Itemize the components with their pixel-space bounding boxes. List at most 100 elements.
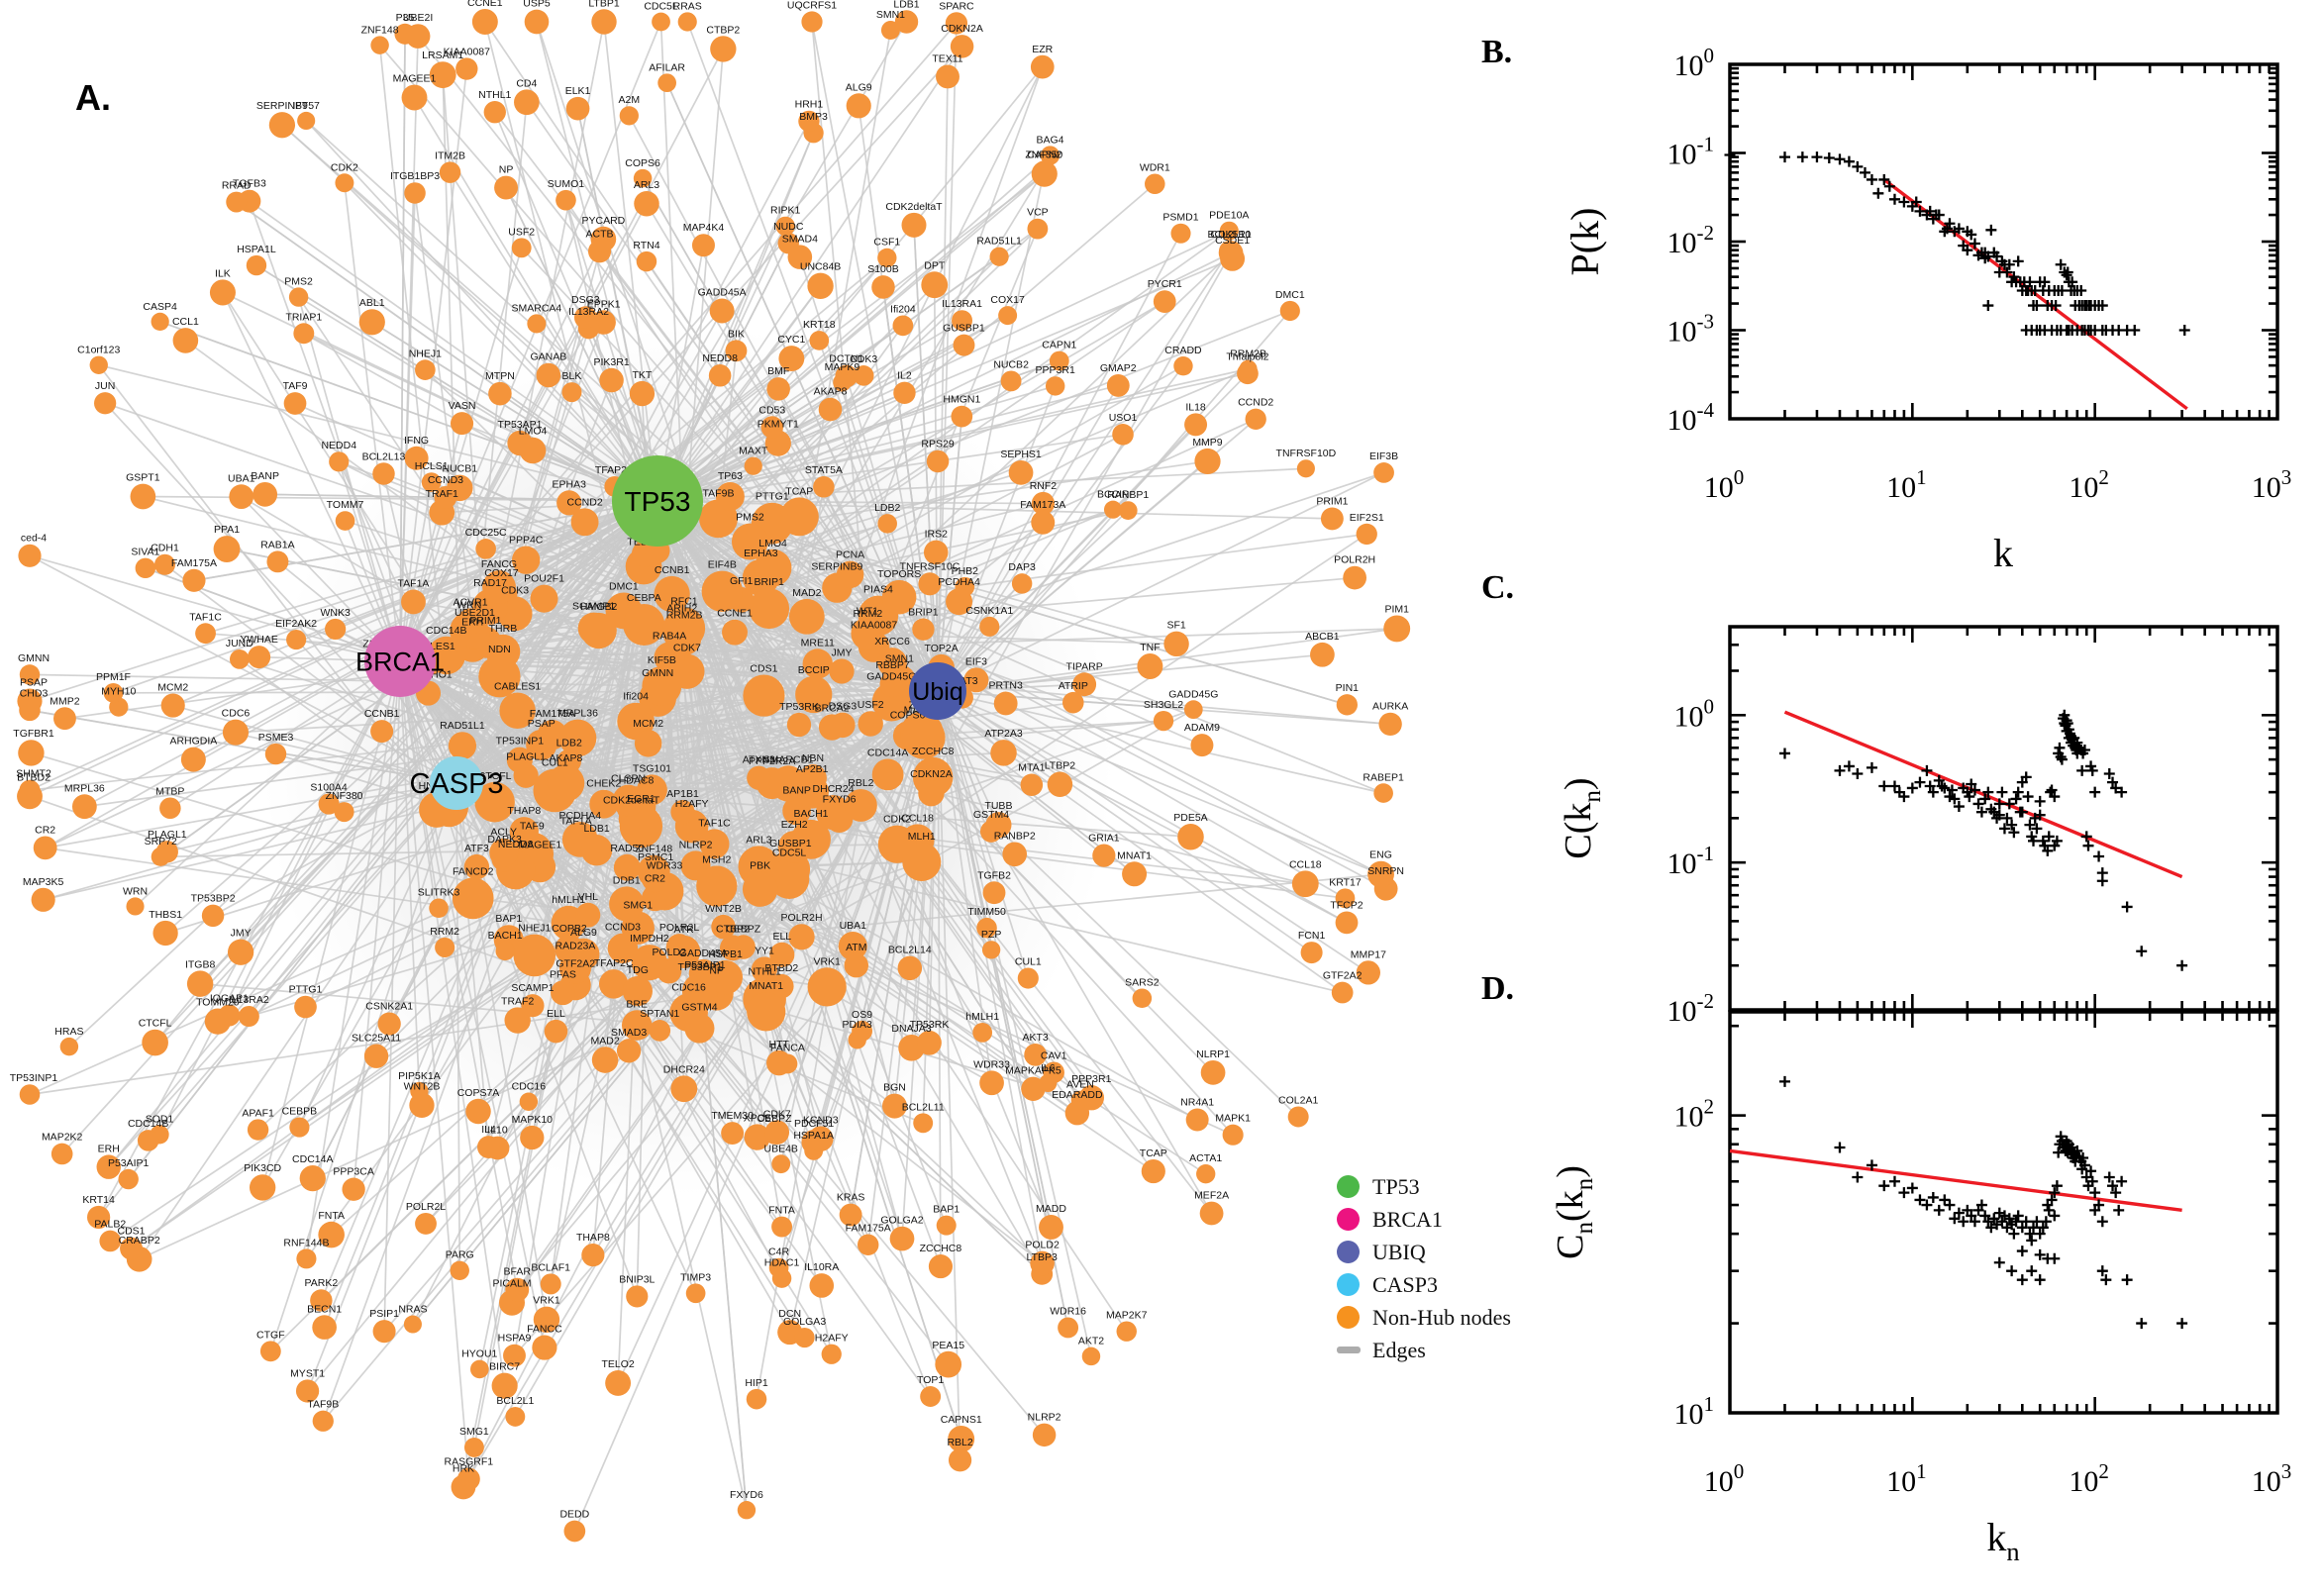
svg-text:RRM2B: RRM2B [666, 610, 703, 622]
svg-text:IFT57: IFT57 [292, 100, 320, 112]
svg-text:HRH1: HRH1 [795, 99, 824, 111]
svg-text:102: 102 [2069, 465, 2109, 504]
svg-text:COPS7A: COPS7A [457, 1087, 500, 1099]
svg-text:TUBB: TUBB [984, 800, 1012, 812]
hub-label-ubiq: Ubiq [912, 678, 962, 706]
svg-text:PTTG1: PTTG1 [756, 491, 789, 503]
svg-text:TAF9B: TAF9B [703, 487, 735, 499]
svg-text:MAPK1: MAPK1 [1215, 1113, 1251, 1125]
svg-text:KRT18: KRT18 [803, 319, 836, 331]
svg-text:DCTN1: DCTN1 [829, 353, 863, 365]
svg-text:POLD2: POLD2 [652, 947, 686, 958]
svg-text:NEDD8: NEDD8 [702, 352, 738, 364]
svg-text:H2AFY: H2AFY [675, 798, 709, 810]
svg-text:TCAP: TCAP [785, 485, 813, 497]
svg-text:ATF3: ATF3 [464, 843, 489, 854]
svg-text:CDK2: CDK2 [331, 161, 358, 173]
svg-text:TRAF2: TRAF2 [501, 995, 534, 1007]
svg-text:BCCIP: BCCIP [1097, 489, 1129, 501]
svg-text:SNRPN: SNRPN [1367, 865, 1404, 877]
svg-text:PMS2: PMS2 [736, 512, 764, 524]
svg-text:CHD3: CHD3 [20, 688, 49, 700]
svg-text:101: 101 [1674, 1392, 1715, 1431]
svg-text:CCNB1: CCNB1 [364, 708, 400, 720]
svg-text:BAG4: BAG4 [1036, 134, 1063, 146]
svg-text:SMAD4: SMAD4 [782, 233, 818, 245]
y-axis-title: P(k) [1563, 208, 1607, 276]
svg-text:SPTAN1: SPTAN1 [640, 1008, 679, 1020]
svg-text:MAD2: MAD2 [591, 1035, 620, 1047]
svg-text:CCND2: CCND2 [1238, 397, 1273, 409]
svg-text:NEDD8: NEDD8 [498, 839, 534, 850]
svg-text:TSG101: TSG101 [633, 762, 671, 774]
svg-text:IL10: IL10 [487, 1125, 508, 1137]
svg-text:SOD1: SOD1 [146, 1113, 174, 1125]
svg-text:HRAS: HRAS [54, 1026, 83, 1038]
svg-text:SEPHS1: SEPHS1 [1000, 449, 1042, 460]
svg-text:CDS1: CDS1 [118, 1226, 146, 1238]
svg-text:ATM: ATM [846, 942, 866, 953]
svg-text:RRAS: RRAS [673, 0, 702, 12]
svg-text:BIK: BIK [728, 328, 745, 340]
svg-text:CRADD: CRADD [1164, 345, 1202, 356]
svg-text:HMGB2: HMGB2 [580, 601, 618, 613]
svg-text:PARG: PARG [446, 1249, 474, 1261]
svg-text:CAPNS1: CAPNS1 [941, 1414, 982, 1426]
svg-text:NHEJ1: NHEJ1 [409, 348, 442, 359]
svg-text:RBL2: RBL2 [947, 1437, 972, 1448]
svg-text:HDAC1: HDAC1 [764, 1256, 800, 1268]
svg-text:101: 101 [1886, 1459, 1927, 1498]
svg-text:PLAGL1: PLAGL1 [148, 829, 187, 841]
svg-text:TNF: TNF [1140, 642, 1160, 653]
svg-text:TELO2: TELO2 [601, 1358, 634, 1370]
network-graph: TP53RK KIAA0087 THAP8 CDC14B DSG3 NTHL1 CEBPZ V… [10, 0, 1411, 1543]
svg-text:SMN1: SMN1 [876, 9, 905, 21]
svg-text:GUSBP1: GUSBP1 [769, 838, 812, 849]
svg-text:ACTA1: ACTA1 [1189, 1152, 1222, 1164]
svg-text:CDC16: CDC16 [671, 981, 706, 993]
svg-text:BMP3: BMP3 [799, 111, 828, 123]
svg-text:WDR1: WDR1 [1140, 161, 1170, 173]
svg-text:PRIM1: PRIM1 [1316, 495, 1348, 507]
svg-text:hMLH1: hMLH1 [965, 1011, 999, 1023]
svg-text:PDIA3: PDIA3 [843, 1019, 873, 1031]
svg-text:ERH: ERH [98, 1143, 120, 1154]
svg-text:S100A4: S100A4 [310, 782, 348, 794]
svg-text:DCN: DCN [778, 1308, 801, 1320]
svg-text:ERH: ERH [461, 617, 483, 629]
svg-text:ZNF148: ZNF148 [635, 844, 672, 855]
svg-text:UBA1: UBA1 [840, 920, 867, 932]
svg-text:TIMM50: TIMM50 [967, 906, 1006, 918]
legend-label: Non-Hub nodes [1372, 1304, 1511, 1330]
svg-text:KCND3: KCND3 [803, 1114, 839, 1126]
svg-text:TP53AP1: TP53AP1 [498, 419, 543, 431]
svg-text:LTBP1: LTBP1 [588, 0, 619, 9]
svg-text:YY1: YY1 [755, 945, 774, 956]
svg-text:FXYD6: FXYD6 [730, 1489, 763, 1501]
svg-text:ZCCHC8: ZCCHC8 [912, 746, 955, 757]
svg-text:UNC84B: UNC84B [800, 261, 841, 273]
svg-text:HCLS1: HCLS1 [415, 460, 449, 472]
svg-text:ITGB1BP3: ITGB1BP3 [390, 170, 440, 182]
svg-text:hMLH1: hMLH1 [552, 894, 585, 906]
svg-text:TOP2A: TOP2A [924, 643, 958, 654]
svg-text:FAM173A: FAM173A [1020, 499, 1065, 511]
svg-text:PSAP: PSAP [20, 677, 48, 689]
svg-text:TP53INP1: TP53INP1 [496, 736, 545, 748]
axis-ticks [1730, 1012, 2277, 1413]
svg-text:CCND3: CCND3 [605, 922, 641, 934]
svg-text:CAV1: CAV1 [1041, 1049, 1067, 1061]
svg-text:CEBPA: CEBPA [627, 592, 661, 604]
svg-text:10-1: 10-1 [1667, 133, 1715, 171]
svg-text:THAP8: THAP8 [576, 1232, 610, 1244]
svg-text:JMY: JMY [231, 928, 252, 940]
svg-text:ZNF148: ZNF148 [361, 24, 399, 36]
svg-text:PARK2: PARK2 [305, 1277, 339, 1289]
svg-text:RAD17: RAD17 [473, 577, 507, 589]
svg-text:MMP9: MMP9 [1192, 437, 1222, 449]
svg-text:EZR: EZR [1032, 44, 1053, 55]
svg-text:THBS1: THBS1 [149, 909, 182, 921]
svg-text:S100B: S100B [867, 263, 899, 275]
svg-text:IL6: IL6 [1041, 1062, 1056, 1074]
svg-text:RTN4: RTN4 [633, 240, 659, 251]
